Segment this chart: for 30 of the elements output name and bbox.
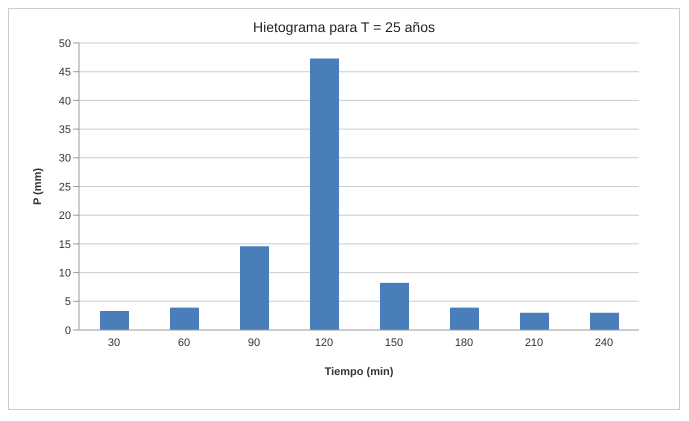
bar xyxy=(240,246,269,330)
bar xyxy=(450,308,479,330)
y-tick-label: 5 xyxy=(64,296,71,308)
bar xyxy=(100,311,129,330)
x-tick-label: 90 xyxy=(248,336,260,349)
y-tick-label: 20 xyxy=(58,210,71,222)
y-tick-label: 30 xyxy=(58,152,71,165)
bar xyxy=(520,312,549,330)
bar xyxy=(380,282,409,330)
x-tick-label: 150 xyxy=(384,336,404,349)
y-tick-label: 40 xyxy=(58,95,71,108)
x-axis-title: Tiempo (min) xyxy=(324,366,394,378)
y-tick-label: 25 xyxy=(58,181,71,194)
bar xyxy=(170,308,199,330)
x-tick-label: 60 xyxy=(178,336,190,349)
chart-title: Hietograma para T = 25 años xyxy=(252,19,436,35)
x-tick-label: 240 xyxy=(594,336,614,349)
y-axis-title: P (mm) xyxy=(32,168,44,206)
y-tick-label: 50 xyxy=(58,38,71,50)
x-tick-label: 210 xyxy=(524,336,544,349)
y-tick-label: 45 xyxy=(58,66,71,79)
y-tick-label: 10 xyxy=(58,268,71,280)
y-tick-label: 35 xyxy=(58,124,71,136)
bar xyxy=(310,58,339,330)
x-tick-label: 30 xyxy=(108,336,120,349)
y-tick-label: 0 xyxy=(64,324,71,337)
bar xyxy=(590,312,619,330)
x-tick-label: 180 xyxy=(454,336,474,349)
x-tick-label: 120 xyxy=(314,336,334,349)
y-tick-label: 15 xyxy=(58,238,71,251)
